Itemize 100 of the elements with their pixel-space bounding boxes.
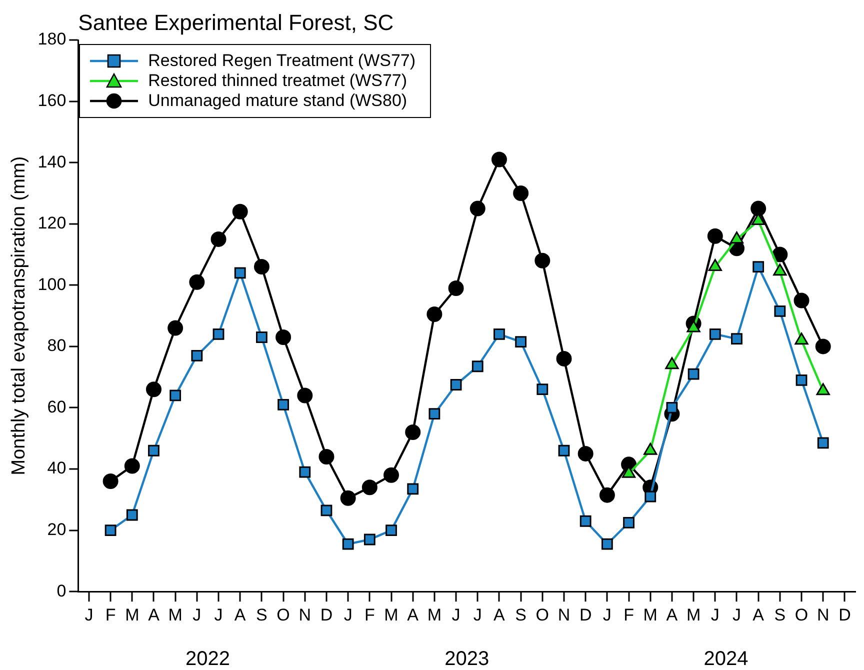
point	[534, 252, 550, 268]
x-tick-label: N	[298, 605, 312, 624]
point	[666, 402, 678, 414]
point	[428, 408, 440, 420]
x-tick-label: A	[494, 605, 506, 624]
x-tick-label: N	[816, 605, 830, 624]
point	[407, 483, 419, 495]
x-tick-label: N	[558, 605, 570, 624]
x-tick-label: J	[732, 605, 741, 624]
y-tick-label: 180	[38, 30, 66, 49]
x-tick-label: F	[105, 605, 116, 624]
text: 2024	[704, 648, 748, 670]
x-tick-label: J	[710, 605, 720, 624]
point	[102, 474, 118, 490]
point	[364, 534, 376, 546]
legend-label: Unmanaged mature stand (WS80)	[148, 91, 408, 111]
point	[450, 379, 462, 390]
point	[491, 152, 507, 168]
point	[278, 398, 289, 410]
point	[448, 280, 464, 296]
point	[774, 306, 786, 317]
point	[772, 246, 788, 262]
point	[558, 444, 570, 456]
point	[472, 360, 484, 372]
x-tick-label: S	[774, 605, 786, 624]
point	[276, 330, 292, 345]
point	[320, 504, 332, 516]
x-tick-label: A	[148, 605, 160, 624]
y-tick-label: 160	[38, 90, 66, 110]
x-tick-label: S	[515, 605, 526, 624]
y-tick-label: 100	[38, 274, 66, 294]
x-tick-label: J	[602, 605, 612, 624]
point	[707, 228, 723, 244]
point	[146, 382, 162, 398]
point	[536, 384, 548, 396]
point	[362, 480, 378, 496]
x-tick-label: D	[320, 605, 333, 624]
x-tick-label: J	[214, 605, 223, 624]
x-tick-label: J	[452, 605, 460, 624]
text: 2022	[185, 648, 230, 670]
point	[470, 200, 486, 216]
point	[148, 444, 160, 456]
legend-label: Restored Regen Treatment (WS77)	[148, 51, 416, 71]
point	[623, 516, 634, 528]
point	[318, 449, 334, 465]
x-tick-label: A	[752, 605, 765, 624]
x-tick-label: J	[84, 605, 94, 624]
point	[708, 259, 722, 272]
point	[601, 538, 613, 550]
x-tick-label: J	[192, 605, 202, 624]
point	[189, 274, 205, 290]
x-tick-label: A	[234, 605, 246, 624]
point	[580, 515, 592, 527]
point	[731, 333, 742, 344]
point	[665, 357, 679, 370]
point	[124, 458, 140, 474]
x-tick-label: J	[473, 605, 482, 624]
x-tick-label: M	[643, 605, 658, 624]
point	[773, 264, 787, 276]
x-tick-label: M	[427, 605, 442, 624]
x-tick-label: O	[536, 605, 550, 624]
point	[556, 350, 572, 366]
x-tick-label: M	[168, 605, 182, 624]
point	[234, 267, 246, 279]
point	[752, 213, 766, 226]
point	[254, 259, 270, 275]
x-tick-label: M	[125, 605, 140, 624]
y-tick-label: 80	[47, 336, 66, 356]
y-axis-title: Monthly total evapotranspiration (mm)	[8, 156, 30, 476]
y-tick-label: 60	[47, 397, 66, 416]
x-tick-label: M	[384, 605, 398, 624]
y-tick-label: 40	[47, 458, 66, 478]
y-tick-label: 20	[47, 520, 66, 539]
x-tick-label: D	[579, 605, 592, 624]
x-tick-label: M	[686, 605, 701, 624]
point	[342, 538, 354, 550]
point	[644, 490, 656, 502]
y-tick-label: 120	[38, 214, 66, 233]
point	[256, 332, 268, 343]
point	[752, 261, 764, 272]
point	[709, 328, 721, 340]
point	[796, 374, 808, 386]
point	[212, 328, 224, 340]
point	[426, 306, 442, 322]
point	[170, 390, 182, 402]
point	[191, 350, 203, 362]
x-tick-label: S	[256, 605, 268, 624]
point	[297, 388, 313, 404]
x-tick-label: J	[344, 605, 352, 624]
x-tick-label: O	[794, 605, 808, 624]
point	[384, 467, 400, 483]
point	[340, 490, 356, 506]
point	[513, 185, 529, 201]
x-tick-label: F	[624, 605, 634, 624]
point	[299, 466, 311, 478]
point	[750, 200, 766, 216]
point	[386, 524, 397, 536]
x-tick-label: D	[838, 605, 851, 624]
legend-label: Restored thinned treatmet (WS77)	[148, 71, 408, 91]
point	[210, 231, 226, 247]
